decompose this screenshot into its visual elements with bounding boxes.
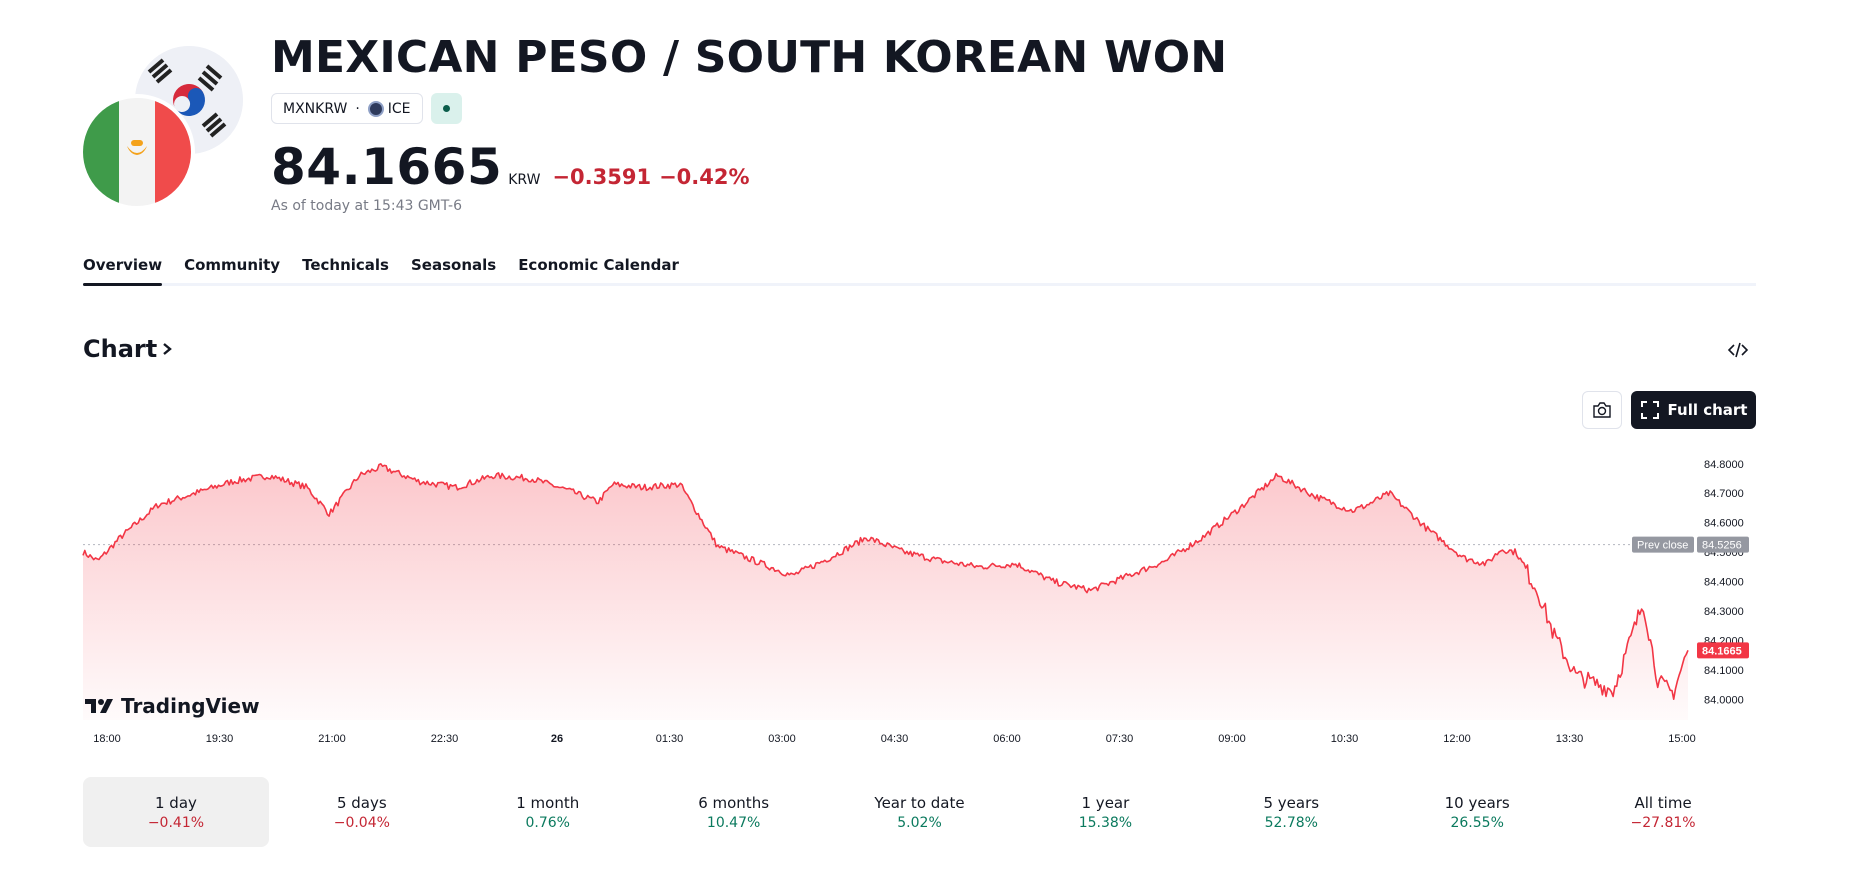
chart-section-link[interactable]: Chart [83,335,173,363]
period-button[interactable]: 1 month 0.76% [455,777,641,847]
symbol-exchange-badge[interactable]: MXNKRW · ICE [271,93,423,124]
prev-close-label: Prev close [1637,540,1688,552]
x-axis-tick-label: 01:30 [656,733,684,745]
x-axis-tick-label: 22:30 [431,733,459,745]
tradingview-brand: TradingView [121,694,260,718]
period-button[interactable]: Year to date 5.02% [827,777,1013,847]
prev-close-label-group: Prev close 84.5256 [1632,536,1749,553]
prev-close-value: 84.5256 [1702,540,1742,552]
market-status-badge[interactable] [430,93,462,124]
tab-overview[interactable]: Overview [83,256,163,286]
period-button[interactable]: 1 year 15.38% [1012,777,1198,847]
x-axis-tick-label: 19:30 [206,733,234,745]
chevron-right-icon [163,343,173,355]
y-axis-tick-label: 84.3000 [1704,606,1744,618]
camera-icon [1593,402,1611,418]
period-label: 10 years [1444,793,1510,812]
x-axis-tick-label: 04:30 [881,733,909,745]
x-axis-tick-label: 07:30 [1106,733,1134,745]
period-label: 1 month [516,793,580,812]
prev-close-value-bg [1697,536,1749,553]
period-button[interactable]: 5 days −0.04% [269,777,455,847]
period-change-value: 0.76% [525,814,570,831]
tradingview-logo-icon [85,699,113,713]
period-button[interactable]: 1 day −0.41% [83,777,269,847]
section-tabs: Overview Community Technicals Seasonals … [83,256,1756,286]
tab-community[interactable]: Community [184,256,281,274]
y-axis-tick-label: 84.8000 [1704,459,1744,471]
price-change-percent: −0.42% [659,165,750,189]
x-axis-tick-label: 10:30 [1331,733,1359,745]
x-axis-tick-label: 21:00 [318,733,346,745]
period-change-value: 26.55% [1450,814,1504,831]
y-axis-tick-label: 84.6000 [1704,518,1744,530]
full-chart-button[interactable]: Full chart [1631,391,1756,429]
separator: · [355,100,360,117]
x-axis-tick-label: 12:00 [1443,733,1471,745]
exchange-icon [367,100,384,117]
snapshot-button[interactable] [1582,391,1622,429]
period-label: All time [1634,793,1692,812]
period-change-value: −27.81% [1630,814,1696,831]
tab-economic-calendar[interactable]: Economic Calendar [518,256,679,274]
period-label: 5 days [336,793,387,812]
price-change: −0.3591 [552,165,652,189]
period-button[interactable]: All time −27.81% [1570,777,1756,847]
market-open-dot-icon [442,105,450,112]
price-line [82,463,1689,700]
x-axis-tick-label: 13:30 [1556,733,1584,745]
symbol-badges: MXNKRW · ICE [271,93,462,124]
full-chart-label: Full chart [1667,401,1748,419]
period-change-value: 10.47% [706,814,761,831]
last-price-label-group: 84.1665 [1697,642,1749,659]
period-change-value: 15.38% [1078,814,1133,831]
period-change-value: −0.41% [147,814,205,831]
price-currency: KRW [508,172,541,188]
tradingview-logo[interactable]: TradingView [85,694,260,718]
last-price-label-bg [1697,642,1749,659]
period-change-value: 5.02% [897,814,942,831]
embed-code-icon[interactable] [1726,338,1750,362]
x-axis-tick-label: 15:00 [1668,733,1696,745]
y-axis-tick-label: 84.0000 [1704,694,1744,706]
y-axis-tick-label: 84.4000 [1704,577,1744,589]
chart-section-title: Chart [83,335,158,363]
x-axis-tick-label: 26 [551,733,563,745]
y-axis-tick-label: 84.7000 [1704,488,1744,500]
period-button[interactable]: 10 years 26.55% [1384,777,1570,847]
fullscreen-icon [1640,401,1659,419]
page-title: MEXICAN PESO / SOUTH KOREAN WON [271,32,1228,83]
period-change-value: 52.78% [1264,814,1318,831]
period-change-value: −0.04% [333,814,390,831]
prev-close-label-bg [1632,536,1694,553]
x-axis-tick-label: 06:00 [993,733,1021,745]
y-axis-tick-label: 84.1000 [1704,665,1744,677]
period-button[interactable]: 6 months 10.47% [641,777,827,847]
x-axis-tick-label: 18:00 [93,733,121,745]
symbol-code: MXNKRW [283,100,348,117]
period-label: Year to date [874,793,965,812]
period-label: 1 year [1081,793,1130,812]
last-price-label: 84.1665 [1702,645,1742,657]
period-label: 6 months [698,793,770,812]
last-price: 84.1665 [271,138,503,196]
mexico-flag-icon [83,98,191,206]
x-axis-tick-label: 03:00 [768,733,796,745]
exchange-name: ICE [387,100,411,117]
currency-pair-flags [83,46,243,206]
period-label: 5 years [1263,793,1320,812]
price-area [83,463,1688,720]
price-row: 84.1665 KRW −0.3591 −0.42% [271,138,750,196]
period-label: 1 day [154,793,197,812]
tab-technicals[interactable]: Technicals [302,256,389,274]
x-axis-tick-label: 09:00 [1218,733,1246,745]
as-of-timestamp: As of today at 15:43 GMT-6 [271,198,462,214]
tab-seasonals[interactable]: Seasonals [410,256,497,274]
period-button[interactable]: 5 years 52.78% [1198,777,1384,847]
performance-periods: 1 day −0.41% 5 days −0.04% 1 month 0.76% 6 mon… [83,777,1756,847]
price-chart[interactable]: 84.800084.700084.600084.500084.400084.30… [0,440,1851,750]
